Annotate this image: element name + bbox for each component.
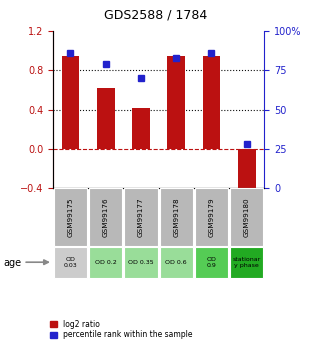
Bar [124, 247, 158, 278]
Bar [203, 56, 220, 149]
Bar [160, 247, 193, 278]
Bar [97, 88, 114, 149]
Text: GSM99175: GSM99175 [67, 198, 73, 237]
Text: OD 0.6: OD 0.6 [165, 260, 187, 265]
Text: GSM99177: GSM99177 [138, 198, 144, 237]
Bar [124, 188, 158, 246]
Bar [230, 188, 263, 246]
Bar [238, 149, 256, 200]
Bar [195, 188, 228, 246]
Bar [89, 247, 122, 278]
Text: GSM99178: GSM99178 [173, 198, 179, 237]
Bar [160, 188, 193, 246]
Text: GSM99176: GSM99176 [103, 198, 109, 237]
Text: OD
0.9: OD 0.9 [207, 257, 216, 268]
Text: GSM99179: GSM99179 [208, 198, 215, 237]
Text: age: age [3, 258, 21, 268]
Bar [54, 247, 87, 278]
Bar [89, 188, 122, 246]
Text: OD 0.35: OD 0.35 [128, 260, 154, 265]
Text: OD 0.2: OD 0.2 [95, 260, 117, 265]
Bar [132, 108, 150, 149]
Text: GSM99180: GSM99180 [244, 198, 250, 237]
Bar [167, 56, 185, 149]
Bar [230, 247, 263, 278]
Text: stationar
y phase: stationar y phase [233, 257, 261, 268]
Legend: log2 ratio, percentile rank within the sample: log2 ratio, percentile rank within the s… [50, 319, 192, 339]
Text: OD
0.03: OD 0.03 [64, 257, 77, 268]
Text: GDS2588 / 1784: GDS2588 / 1784 [104, 9, 207, 22]
Bar [62, 56, 79, 149]
Bar [54, 188, 87, 246]
Bar [195, 247, 228, 278]
